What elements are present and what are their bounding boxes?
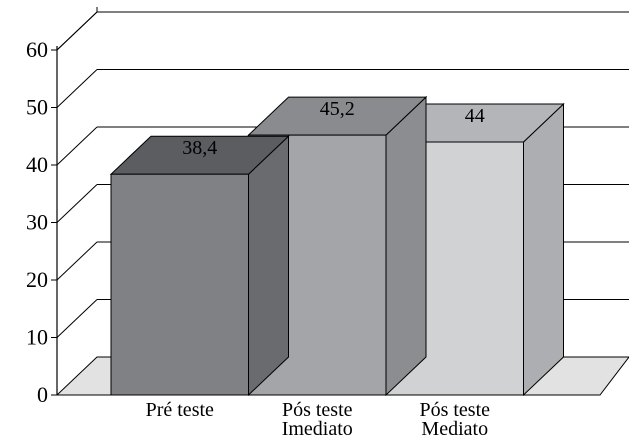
gridline-depth: [56, 69, 98, 108]
y-tick-label: 60: [26, 37, 48, 62]
y-tick-label: 40: [26, 152, 48, 177]
data-labels: 38,4 45,2 44: [182, 98, 485, 159]
y-tick-label: 10: [26, 325, 48, 350]
y-tick-label: 0: [37, 382, 48, 407]
bar-side: [385, 95, 427, 397]
category-label: Pré teste: [146, 399, 214, 421]
data-label: 44: [465, 105, 485, 127]
bar-side: [248, 135, 289, 397]
gridline-depth: [56, 184, 98, 223]
y-tick-label: 50: [26, 95, 48, 120]
gridline-depth: [56, 11, 98, 51]
y-tick-label: 20: [26, 267, 48, 292]
gridline-depth: [56, 241, 98, 281]
y-axis: 0 10 20 30 40 50 60: [26, 37, 58, 407]
x-axis-labels: Pré teste Pós teste Imediato Pós teste Media…: [146, 399, 491, 440]
category-label: Pós teste Imediato: [282, 399, 353, 440]
category-label: Pós teste Mediato: [419, 399, 490, 440]
data-label: 38,4: [182, 137, 217, 159]
gridline-depth: [56, 126, 98, 166]
bars: [109, 95, 565, 397]
bar-side: [523, 102, 564, 397]
bar-1: [109, 135, 290, 397]
bar-3: [384, 102, 565, 397]
bar-front: [110, 173, 249, 396]
y-tick-label: 30: [26, 210, 48, 235]
gridline-depth: [56, 299, 98, 338]
data-label: 45,2: [320, 98, 355, 120]
